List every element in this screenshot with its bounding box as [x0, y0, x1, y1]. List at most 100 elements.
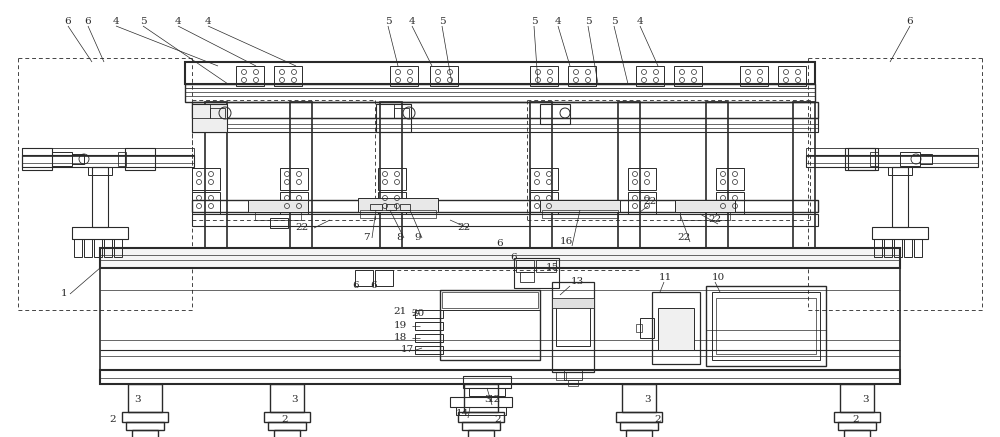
Bar [628, 168, 656, 190]
Bar [415, 334, 443, 342]
Bar [530, 168, 558, 190]
Bar [415, 322, 443, 330]
Text: 14: 14 [455, 409, 469, 419]
Bar [904, 239, 912, 257]
Bar [192, 168, 220, 190]
Bar [552, 282, 594, 372]
Bar [22, 155, 194, 167]
Bar [185, 62, 815, 84]
Text: 22: 22 [677, 233, 691, 243]
Text: 1: 1 [61, 289, 67, 298]
Bar [114, 239, 122, 257]
Bar [674, 66, 702, 86]
Text: 2: 2 [282, 416, 288, 424]
Bar [280, 168, 308, 190]
Text: 4: 4 [409, 17, 415, 27]
Text: 2: 2 [110, 416, 116, 424]
Text: 3: 3 [645, 395, 651, 405]
Bar [658, 308, 694, 350]
Bar [456, 407, 506, 415]
Bar [740, 66, 768, 86]
Text: 22: 22 [708, 215, 722, 225]
Bar [236, 66, 264, 86]
Bar [530, 192, 558, 214]
Bar [530, 102, 552, 250]
Bar [556, 372, 566, 380]
Bar [888, 167, 912, 175]
Bar [400, 204, 410, 210]
Text: 20: 20 [411, 309, 425, 319]
Bar [440, 290, 540, 360]
Bar [552, 298, 594, 308]
Bar [270, 384, 304, 412]
Bar [838, 422, 876, 430]
Text: 3: 3 [135, 395, 141, 405]
Text: 6: 6 [371, 281, 377, 291]
Bar [22, 148, 52, 170]
Bar [840, 384, 874, 412]
Bar [793, 102, 815, 250]
Text: 13: 13 [570, 277, 584, 287]
Bar [536, 260, 556, 272]
Bar [716, 168, 744, 190]
Bar [712, 292, 820, 360]
Text: 3: 3 [485, 395, 491, 405]
Bar [564, 370, 582, 380]
Bar [122, 412, 168, 422]
Text: 4: 4 [205, 17, 211, 27]
Bar [622, 384, 656, 412]
Bar [675, 200, 735, 212]
Bar [92, 167, 108, 227]
Bar [542, 210, 618, 218]
Bar [248, 200, 308, 212]
Bar [290, 102, 312, 250]
Bar [74, 239, 82, 257]
Bar [920, 154, 932, 164]
Bar [22, 148, 194, 156]
Bar [192, 104, 227, 132]
Bar [100, 370, 900, 384]
Bar [458, 412, 504, 422]
Bar [914, 239, 922, 257]
Text: 5: 5 [531, 17, 537, 27]
Bar [185, 84, 815, 102]
Bar [268, 422, 306, 430]
Bar [464, 384, 498, 412]
Text: 17: 17 [400, 346, 414, 354]
Bar [88, 167, 112, 175]
Bar [270, 218, 288, 228]
Text: 9: 9 [415, 233, 421, 243]
Bar [84, 239, 92, 257]
Bar [126, 422, 164, 430]
Bar [100, 248, 900, 268]
Bar [415, 310, 443, 318]
Text: 2: 2 [655, 416, 661, 424]
Bar [892, 167, 908, 227]
Bar [530, 66, 558, 86]
Text: 7: 7 [363, 233, 369, 243]
Bar [274, 66, 302, 86]
Bar [360, 210, 436, 218]
Text: 12: 12 [487, 395, 501, 405]
Text: 4: 4 [637, 17, 643, 27]
Bar [118, 152, 126, 166]
Bar [210, 108, 225, 118]
Bar [628, 192, 656, 214]
Bar [716, 298, 816, 354]
Bar [104, 239, 112, 257]
Text: 5: 5 [140, 17, 146, 27]
Text: 11: 11 [658, 274, 672, 282]
Bar [894, 239, 902, 257]
Bar [430, 66, 458, 86]
Bar [469, 388, 505, 396]
Bar [192, 102, 818, 118]
Bar [514, 258, 559, 288]
Text: 16: 16 [559, 237, 573, 246]
Text: 6: 6 [907, 17, 913, 27]
Bar [845, 148, 875, 170]
Bar [442, 292, 538, 308]
Bar [626, 430, 652, 437]
Text: 3: 3 [292, 395, 298, 405]
Bar [394, 108, 409, 118]
Text: 22: 22 [643, 198, 657, 207]
